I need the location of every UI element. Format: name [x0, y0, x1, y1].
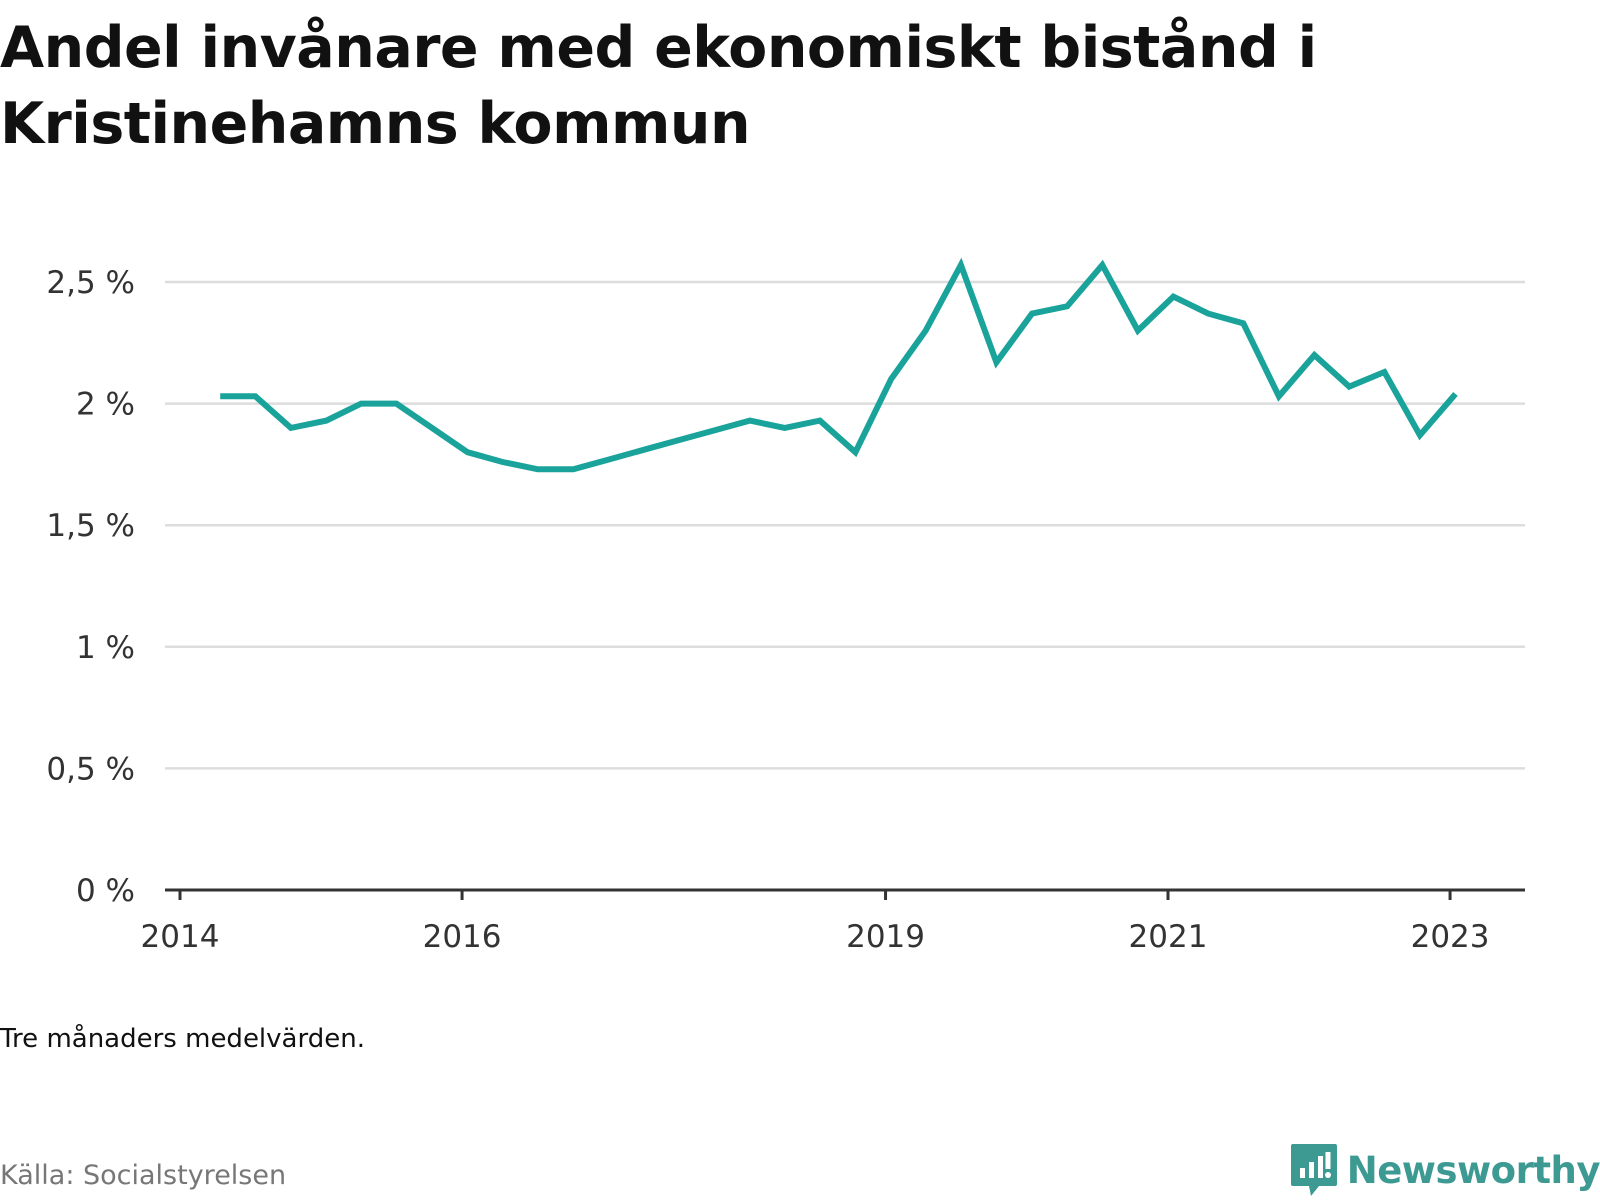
- data-point: [570, 466, 576, 472]
- source-label: Källa: Socialstyrelsen: [0, 1160, 287, 1191]
- data-point: [676, 437, 682, 443]
- data-point: [1240, 320, 1246, 326]
- data-point: [429, 425, 435, 431]
- gridlines: [165, 280, 1525, 770]
- data-point: [1452, 391, 1458, 397]
- data-point: [393, 401, 399, 407]
- data-point: [1276, 393, 1282, 399]
- data-point: [1381, 369, 1387, 375]
- brand-logo: Newsworthy: [1289, 1142, 1600, 1198]
- data-point: [1064, 303, 1070, 309]
- x-tick-label: 2023: [1411, 919, 1490, 955]
- data-point: [606, 457, 612, 463]
- y-tick-label: 2 %: [76, 387, 135, 423]
- data-point: [1170, 294, 1176, 300]
- x-tick-label: 2019: [846, 919, 925, 955]
- y-tick-label: 1,5 %: [46, 508, 135, 544]
- data-point: [888, 376, 894, 382]
- data-point: [1029, 311, 1035, 317]
- series-line: [220, 257, 1458, 473]
- data-point: [641, 447, 647, 453]
- data-point: [747, 418, 753, 424]
- chart-note: Tre månaders medelvärden.: [0, 1024, 365, 1054]
- y-axis: 0 % 0,5 % 1 % 1,5 % 2 % 2,5 %: [46, 265, 135, 909]
- data-point: [1346, 384, 1352, 390]
- y-tick-label: 2,5 %: [46, 265, 135, 301]
- series-layer: [217, 257, 1458, 473]
- x-tick-label: 2016: [423, 919, 502, 955]
- data-point: [358, 401, 364, 407]
- chart-title: Andel invånare med ekonomiskt bistånd i …: [0, 15, 1317, 157]
- brand-name: Newsworthy: [1346, 1148, 1600, 1192]
- data-point: [1135, 328, 1141, 334]
- data-point: [852, 449, 858, 455]
- y-tick-label: 0 %: [76, 873, 135, 909]
- data-point: [1205, 311, 1211, 317]
- data-point: [535, 466, 541, 472]
- newsworthy-logo-icon: [1290, 1144, 1337, 1196]
- data-point: [923, 328, 929, 334]
- y-tick-label: 1 %: [76, 630, 135, 666]
- x-tick-label: 2021: [1129, 919, 1208, 955]
- data-point: [1417, 432, 1423, 438]
- x-tick-label: 2014: [141, 919, 220, 955]
- data-point: [252, 393, 258, 399]
- data-point: [323, 418, 329, 424]
- data-point: [1311, 352, 1317, 358]
- data-point: [958, 262, 964, 268]
- x-axis: 2014 2016 2019 2021 2023: [141, 888, 1525, 955]
- data-point: [217, 393, 223, 399]
- data-point: [711, 427, 717, 433]
- data-point: [1099, 262, 1105, 268]
- line-chart: 0 % 0,5 % 1 % 1,5 % 2 % 2,5 % 2014 2016 2019 202…: [46, 257, 1525, 955]
- y-tick-label: 0,5 %: [46, 751, 135, 787]
- data-point: [500, 459, 506, 465]
- data-point: [464, 449, 470, 455]
- data-point: [817, 418, 823, 424]
- data-point: [993, 359, 999, 365]
- data-point: [288, 425, 294, 431]
- data-point: [782, 425, 788, 431]
